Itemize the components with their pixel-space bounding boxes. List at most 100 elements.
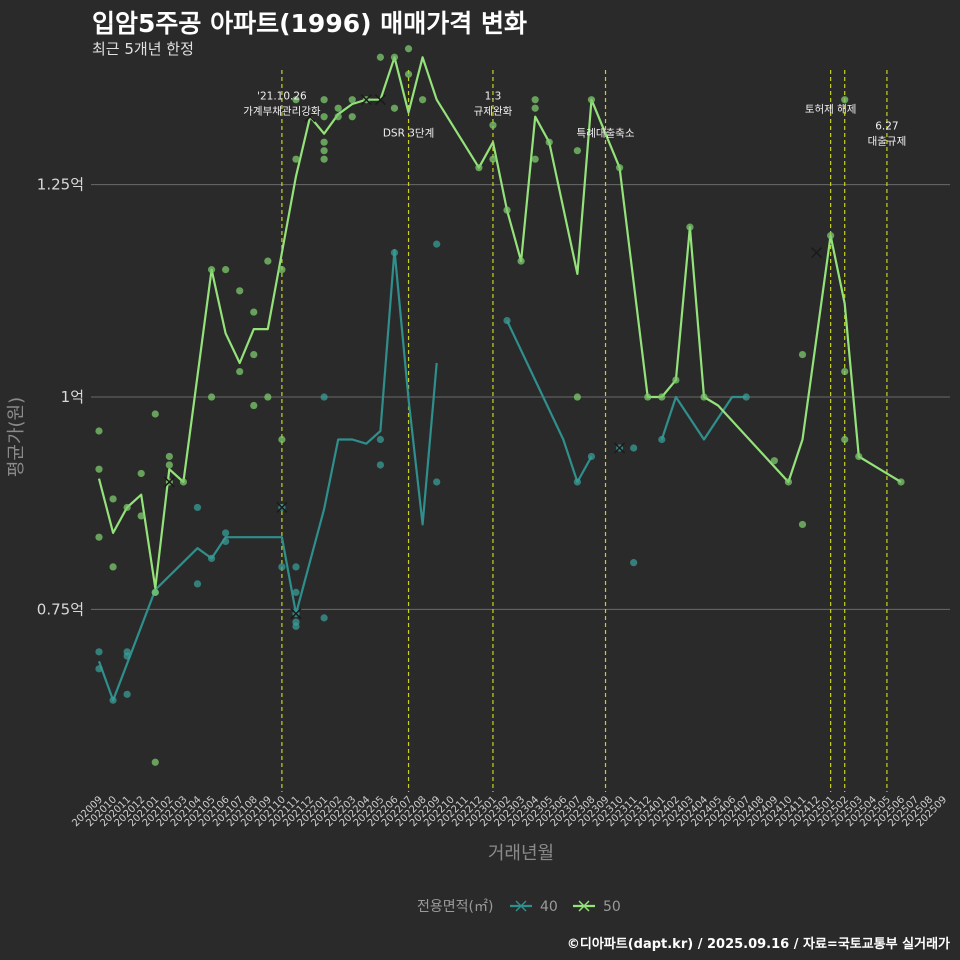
legend-x-icon [515,900,527,912]
x-axis-ticks: 2020092020102020112020122021012021022021… [70,794,949,829]
policy-label: 1.3 [485,91,502,103]
data-point-50 [95,427,103,435]
x-marker-40 [276,501,288,513]
data-point-50 [419,96,427,104]
data-point-50 [672,376,680,384]
data-point-50 [236,367,244,376]
data-point-50 [348,96,356,104]
policy-label: 대출규제 [868,135,907,147]
data-point-40 [503,316,511,325]
legend-entry-40: 40 [510,899,558,915]
data-point-40 [292,622,300,630]
data-point-50 [165,452,173,461]
data-point-50 [503,206,511,214]
y-axis-title: 평균가(원) [6,397,27,477]
data-point-50 [489,155,497,163]
data-point-50 [841,96,849,104]
data-point-50 [841,367,849,376]
data-point-40 [742,393,750,401]
data-point-40 [376,461,384,469]
data-point-50 [376,53,384,61]
data-point-50 [404,45,413,53]
data-point-50 [531,96,539,104]
data-point-50 [658,393,666,401]
data-point-40 [95,648,103,656]
data-point-50 [320,147,328,155]
data-point-40 [630,559,638,567]
data-point-50 [250,308,258,316]
data-point-50 [475,164,483,172]
data-point-50 [151,588,159,596]
y-tick-label: 1.25억 [37,176,84,194]
data-point-40 [123,690,131,698]
policy-label: 가계부채관리강화 [243,106,321,118]
data-point-40 [207,554,216,563]
data-point-50 [531,155,539,163]
data-point-50 [179,478,188,486]
series-line-40 [660,395,747,441]
data-point-50 [334,104,342,112]
x-marker-stroke [304,111,316,123]
policy-label: 6.27 [875,120,898,132]
legend-label: 50 [603,899,621,915]
data-point-40 [292,588,300,596]
data-point-50 [109,563,117,571]
data-point-50 [390,104,399,112]
x-markers [163,94,823,620]
y-axis-ticks: 0.75억 1억 1.25억 [37,176,84,619]
legend: 전용면적(㎡) 40 50 [417,899,621,915]
series-line-40 [97,249,438,702]
x-marker-50 [374,94,386,106]
data-point-50 [320,96,328,104]
data-point-50 [207,266,216,274]
data-point-40 [193,580,202,588]
policy-label: 특례대출축소 [577,127,635,139]
data-point-40 [390,249,399,257]
data-point-40 [123,652,131,660]
data-point-50 [123,503,131,512]
data-point-50 [320,155,328,163]
data-point-50 [348,113,356,121]
y-tick-label: 0.75억 [37,600,84,618]
x-marker-40 [614,442,626,454]
x-marker-stroke [163,476,175,488]
data-point-50 [151,410,159,418]
policy-label: '21.10.26 [257,91,307,103]
data-point-40 [658,435,666,444]
x-marker-stroke [614,442,626,454]
data-point-40 [587,452,596,461]
data-point-50 [686,223,694,231]
data-point-50 [264,257,272,265]
data-point-50 [531,104,539,112]
data-point-50 [165,461,173,469]
series-line-40 [506,320,593,484]
data-point-50 [320,113,328,121]
data-point-50 [207,393,216,401]
data-point-40 [433,240,441,248]
data-point-50 [236,287,244,295]
data-point-50 [798,520,807,529]
x-marker-stroke [290,608,302,620]
data-point-50 [644,393,652,401]
data-point-50 [109,495,117,503]
data-point-50 [587,96,596,104]
policy-label: 토허제 해제 [805,102,857,115]
x-marker-stroke [374,94,386,106]
x-marker-stroke [811,247,823,259]
data-point-50 [798,350,807,359]
legend-title: 전용면적(㎡) [417,899,493,915]
data-point-50 [292,96,300,104]
data-point-50 [545,138,553,146]
data-point-40 [320,393,328,401]
x-marker-50 [304,111,316,123]
data-point-40 [433,478,441,486]
footer-credit: ©디아파트(dapt.kr) / 2025.09.16 / 자료=국토교통부 실… [566,937,950,952]
x-marker-stroke [276,501,288,513]
data-point-50 [573,147,581,155]
data-points [95,45,905,766]
data-point-50 [137,512,145,520]
data-point-40 [222,537,230,546]
data-point-50 [700,393,708,401]
data-point-50 [334,113,342,121]
